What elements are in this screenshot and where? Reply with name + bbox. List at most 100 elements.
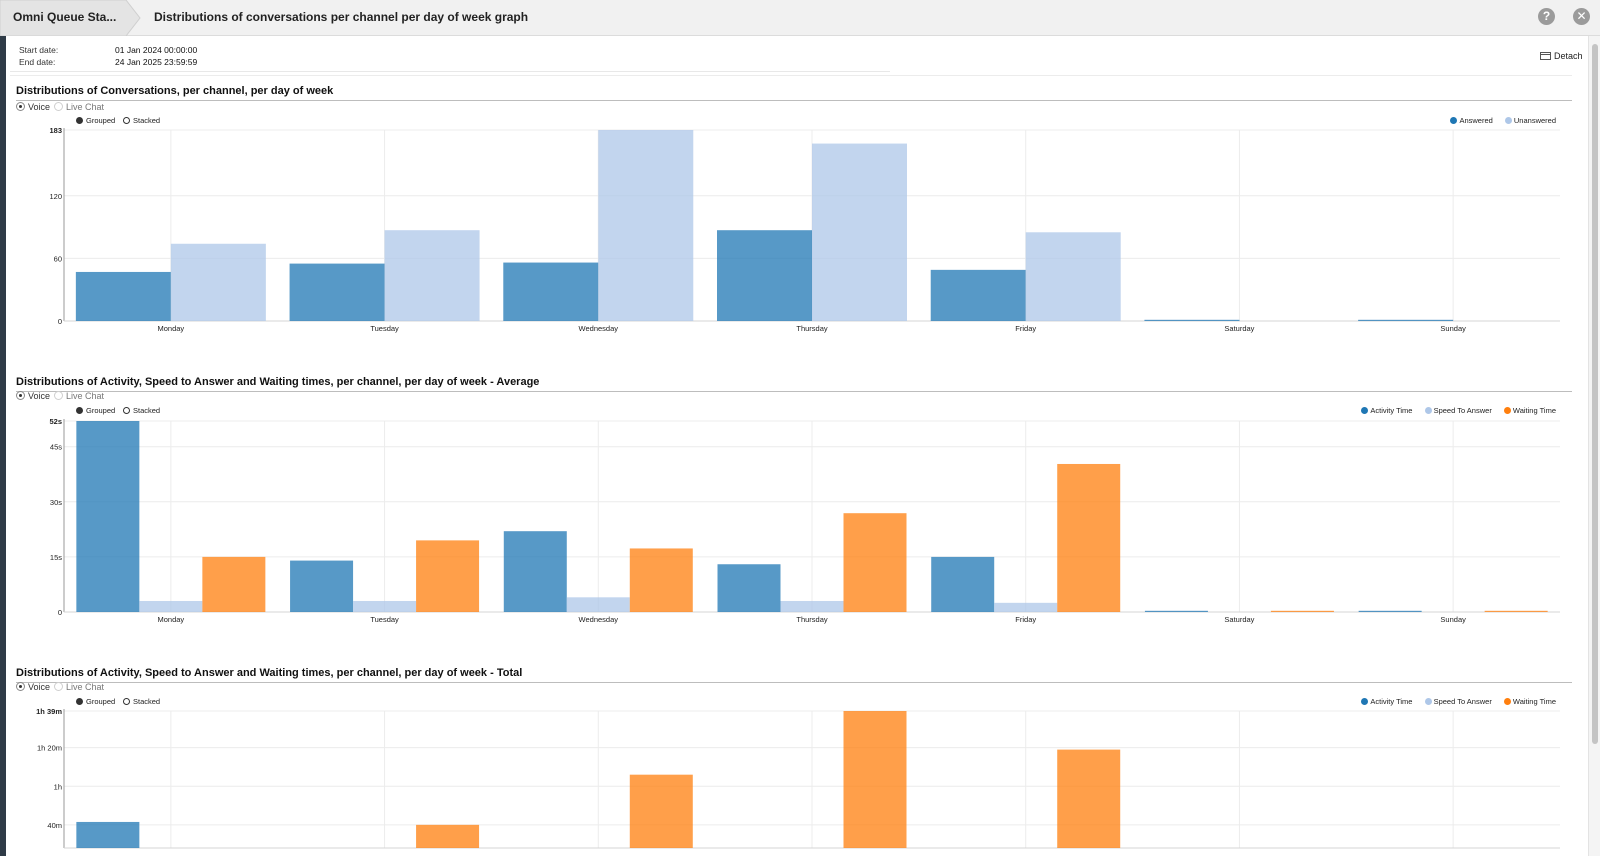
bar-sunday-activity-time <box>1358 610 1422 612</box>
radio-unselected-icon <box>54 391 63 400</box>
legend-swatch <box>1503 407 1511 414</box>
y-tick-label: 120 <box>49 192 62 201</box>
help-icon[interactable]: ? <box>1538 8 1555 25</box>
bar-wednesday-waiting-time <box>629 548 693 612</box>
bar-wednesday-answered <box>503 262 599 321</box>
bar-friday-answered <box>930 269 1026 321</box>
bar-monday-unanswered <box>170 243 266 321</box>
y-tick-label: 1h <box>54 782 62 791</box>
legend-swatch <box>1503 698 1511 705</box>
bar-thursday-waiting-time <box>843 513 907 612</box>
x-tick-label: Sunday <box>1440 324 1466 333</box>
bar-thursday-waiting-time <box>843 711 907 848</box>
legend-speed-to-answer[interactable]: Speed To Answer <box>1424 406 1492 415</box>
vertical-scrollbar[interactable] <box>1588 36 1600 856</box>
channel-voice-label: Voice <box>28 391 51 401</box>
x-tick-label: Thursday <box>796 615 828 624</box>
radio-selected-icon <box>16 391 25 400</box>
bar-sunday-answered <box>1358 319 1454 321</box>
detach-button[interactable]: Detach <box>1540 51 1583 61</box>
channel-voice-radio[interactable]: Voice <box>16 682 50 692</box>
bar-saturday-activity-time <box>1144 610 1208 612</box>
channel-livechat-radio[interactable]: Live Chat <box>54 102 104 112</box>
bar-friday-waiting-time <box>1057 749 1121 848</box>
bar-friday-waiting-time <box>1057 463 1121 612</box>
channel-voice-radio[interactable]: Voice <box>16 102 50 112</box>
start-date-label: Start date: <box>19 45 59 55</box>
channel-livechat-label: Live Chat <box>66 391 105 401</box>
legend-activity-time[interactable]: Activity Time <box>1361 406 1412 415</box>
desktop-edge <box>0 36 6 856</box>
y-tick-label: 60 <box>54 254 62 263</box>
bar-sunday-waiting-time <box>1484 610 1548 612</box>
section-total-times: Distributions of Activity, Speed to Answ… <box>10 667 1572 856</box>
x-tick-label: Friday <box>1015 324 1036 333</box>
mode-grouped-label: Grouped <box>86 116 116 125</box>
mode-grouped-label: Grouped <box>86 697 116 706</box>
channel-livechat-label: Live Chat <box>66 682 105 692</box>
detach-label: Detach <box>1554 51 1583 61</box>
radio-unselected-icon <box>54 682 63 691</box>
bar-thursday-answered <box>717 230 812 321</box>
mode-stacked-label: Stacked <box>133 116 161 125</box>
channel-livechat-radio[interactable]: Live Chat <box>54 682 104 692</box>
mode-selected-icon <box>76 407 83 414</box>
legend-waiting-time[interactable]: Waiting Time <box>1503 697 1556 706</box>
bar-tuesday-waiting-time <box>416 824 480 848</box>
mode-stacked-option[interactable]: Stacked <box>123 406 160 415</box>
mode-selected-icon <box>76 117 83 124</box>
mode-grouped-option[interactable]: Grouped <box>76 406 115 415</box>
x-tick-label: Monday <box>158 615 185 624</box>
start-date-value: 01 Jan 2024 00:00:00 <box>115 45 198 55</box>
page-title: Distributions of conversations per chann… <box>154 10 529 24</box>
mode-stacked-option[interactable]: Stacked <box>123 697 160 706</box>
y-tick-label: 1h 20m <box>37 744 62 753</box>
channel-livechat-radio[interactable]: Live Chat <box>54 391 104 401</box>
mode-stacked-label: Stacked <box>133 697 161 706</box>
section-rule <box>16 391 1572 392</box>
legend-speed-label: Speed To Answer <box>1433 406 1492 415</box>
header-divider <box>10 75 1572 76</box>
legend-answered-label: Answered <box>1459 116 1493 125</box>
legend-unanswered[interactable]: Unanswered <box>1504 116 1556 125</box>
x-tick-label: Sunday <box>1440 615 1466 624</box>
close-icon[interactable]: ✕ <box>1573 8 1590 25</box>
legend-swatch <box>1361 698 1369 705</box>
mode-stacked-label: Stacked <box>133 406 161 415</box>
channel-voice-radio[interactable]: Voice <box>16 391 50 401</box>
y-tick-label: 52s <box>49 417 62 426</box>
legend-swatch <box>1450 117 1458 124</box>
date-range-panel: Start date: 01 Jan 2024 00:00:00 End dat… <box>10 42 890 72</box>
bar-monday-answered <box>75 271 171 321</box>
radio-selected-icon <box>16 682 25 691</box>
legend-swatch <box>1424 698 1432 705</box>
mode-grouped-option[interactable]: Grouped <box>76 697 115 706</box>
y-tick-label: 1h 39m <box>36 707 62 716</box>
mode-grouped-option[interactable]: Grouped <box>76 116 115 125</box>
breadcrumb-label[interactable]: Omni Queue Sta... <box>13 10 117 24</box>
bar-friday-activity-time <box>931 556 995 612</box>
section-average-times: Distributions of Activity, Speed to Answ… <box>10 376 1572 636</box>
legend-answered[interactable]: Answered <box>1450 116 1493 125</box>
legend-waiting-time[interactable]: Waiting Time <box>1503 406 1556 415</box>
x-tick-label: Thursday <box>796 324 828 333</box>
radio-selected-icon <box>16 102 25 111</box>
section-rule <box>16 100 1572 101</box>
legend-speed-to-answer[interactable]: Speed To Answer <box>1424 697 1492 706</box>
radio-unselected-icon <box>54 102 63 111</box>
section-title: Distributions of Conversations, per chan… <box>16 85 334 97</box>
x-tick-label: Monday <box>158 324 185 333</box>
section-conversations: Distributions of Conversations, per chan… <box>10 85 1572 345</box>
breadcrumb[interactable]: Omni Queue Sta... <box>0 0 141 36</box>
legend-activity-time[interactable]: Activity Time <box>1361 697 1412 706</box>
legend-activity-label: Activity Time <box>1370 697 1413 706</box>
x-tick-label: Tuesday <box>370 615 399 624</box>
bar-wednesday-activity-time <box>503 531 567 612</box>
mode-stacked-option[interactable]: Stacked <box>123 116 160 125</box>
legend-swatch <box>1361 407 1369 414</box>
mode-selected-icon <box>76 698 83 705</box>
bar-wednesday-waiting-time <box>629 774 693 848</box>
bar-saturday-answered <box>1144 319 1240 321</box>
scrollbar-thumb[interactable] <box>1592 44 1598 744</box>
bar-friday-speed-to-answer <box>994 602 1058 612</box>
